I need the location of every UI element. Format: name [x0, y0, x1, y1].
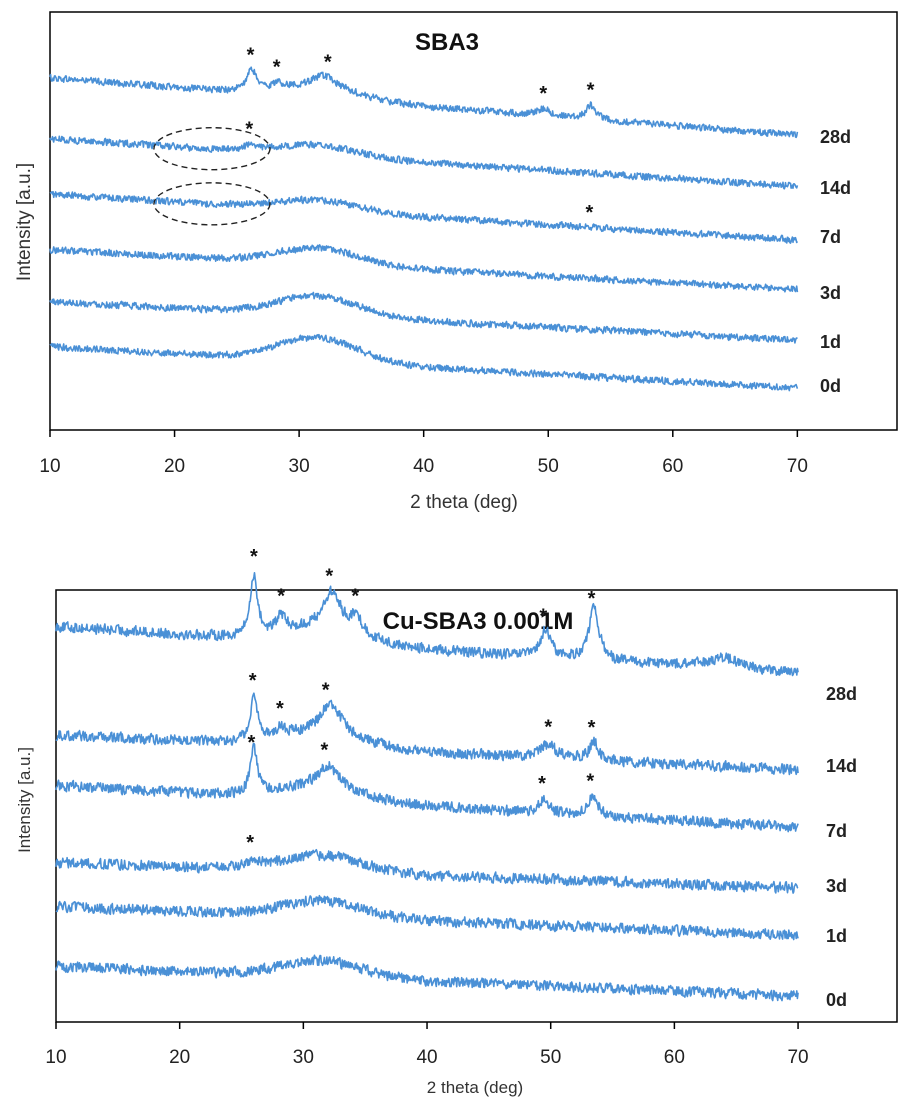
peak-marker: *	[351, 585, 359, 607]
peak-marker: *	[538, 773, 546, 795]
series-line-3d	[49, 244, 799, 293]
x-tick-label: 40	[416, 1047, 437, 1068]
highlight-ellipse	[153, 182, 271, 226]
plot-frame	[49, 11, 898, 431]
series-label-14d: 14d	[820, 178, 851, 198]
series-line-28d	[55, 572, 799, 677]
series-line-14d	[49, 135, 799, 190]
panel-cu-sba3: Cu-SBA3 0.001M 2 theta (deg) Intensity […	[15, 546, 898, 1097]
peak-marker: *	[322, 679, 330, 701]
series-label-0d: 0d	[820, 376, 841, 396]
peak-marker: *	[276, 698, 284, 720]
x-tick-label: 10	[45, 1047, 66, 1068]
x-tick-label: 60	[662, 456, 683, 477]
series-label-0d: 0d	[826, 990, 847, 1010]
series-line-7d	[55, 742, 799, 833]
peak-marker: *	[324, 52, 332, 74]
peak-marker: *	[585, 202, 593, 224]
series-line-0d	[55, 954, 799, 1002]
series-label-14d: 14d	[826, 756, 857, 776]
peak-marker: *	[588, 717, 596, 739]
plot-frame	[55, 589, 898, 1023]
highlight-ellipse	[153, 127, 271, 171]
chart-title: Cu-SBA3 0.001M	[383, 608, 574, 635]
series-line-1d	[49, 291, 798, 344]
peak-marker: *	[273, 56, 281, 78]
peak-marker: *	[325, 565, 333, 587]
series-label-1d: 1d	[826, 926, 847, 946]
series-label-7d: 7d	[820, 227, 841, 247]
x-tick-label: 70	[787, 456, 808, 477]
peak-marker: *	[539, 83, 547, 105]
series-line-28d	[49, 66, 799, 139]
series-line-7d	[49, 191, 799, 244]
x-tick-label: 30	[289, 456, 310, 477]
x-tick-label: 10	[39, 456, 60, 477]
series-line-0d	[49, 333, 799, 392]
peak-marker: *	[250, 546, 258, 568]
series-label-7d: 7d	[826, 821, 847, 841]
x-tick-label: 50	[538, 456, 559, 477]
y-axis-title: Intensity [a.u.]	[14, 163, 35, 281]
series-label-28d: 28d	[820, 127, 851, 147]
x-tick-label: 30	[293, 1047, 314, 1068]
peak-marker: *	[588, 588, 596, 610]
x-tick-label: 70	[787, 1047, 808, 1068]
x-tick-label: 50	[540, 1047, 561, 1068]
x-axis-title: 2 theta (deg)	[427, 1078, 523, 1097]
x-tick-label: 20	[169, 1047, 190, 1068]
y-axis-title: Intensity [a.u.]	[15, 747, 34, 853]
peak-marker: *	[245, 119, 253, 141]
series-line-3d	[55, 848, 799, 894]
peak-marker: *	[277, 586, 285, 608]
peak-marker: *	[320, 739, 328, 761]
series-line-14d	[55, 692, 799, 776]
peak-marker: *	[544, 717, 552, 739]
chart-title: SBA3	[415, 29, 479, 56]
peak-marker: *	[246, 832, 254, 854]
x-tick-label: 20	[164, 456, 185, 477]
panel-sba3: SBA3 2 theta (deg) Intensity [a.u.] 10 20…	[14, 11, 898, 513]
peak-marker: *	[247, 44, 255, 66]
peak-marker: *	[539, 605, 547, 627]
x-axis-title: 2 theta (deg)	[410, 492, 518, 513]
series-label-1d: 1d	[820, 332, 841, 352]
peak-marker: *	[587, 80, 595, 102]
series-label-3d: 3d	[820, 283, 841, 303]
peak-marker: *	[586, 771, 594, 793]
x-tick-label: 60	[664, 1047, 685, 1068]
series-label-28d: 28d	[826, 684, 857, 704]
series-line-1d	[55, 894, 799, 941]
x-tick-label: 40	[413, 456, 434, 477]
peak-marker: *	[248, 732, 256, 754]
peak-marker: *	[249, 670, 257, 692]
series-label-3d: 3d	[826, 876, 847, 896]
